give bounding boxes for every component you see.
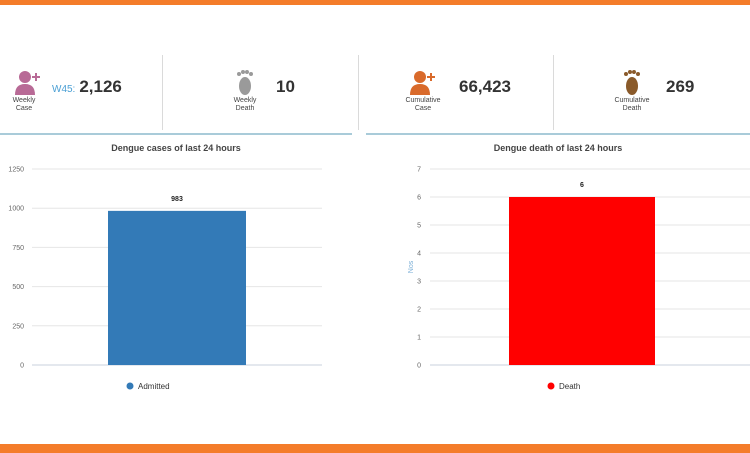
bar xyxy=(509,197,655,365)
stat-weekly-death: Weekly Death 10 xyxy=(163,55,358,130)
bottom-accent-bar xyxy=(0,444,750,453)
stat-weekly-case: Weekly Case W45: 2,126 xyxy=(0,55,162,130)
chart-title-deaths: Dengue death of last 24 hours xyxy=(493,143,623,153)
y-tick-label: 3 xyxy=(417,279,421,286)
stat-label: Cumulative Case xyxy=(405,97,441,112)
y-tick-label: 1000 xyxy=(8,206,24,213)
legend-label: Death xyxy=(559,382,580,391)
y-tick-label: 6 xyxy=(417,195,421,202)
y-tick-label: 750 xyxy=(12,245,24,252)
stat-label: Cumulative Death xyxy=(614,97,650,112)
data-label: 983 xyxy=(171,196,183,203)
stat-cumulative-death: Cumulative Death 269 xyxy=(554,55,750,130)
week-prefix: W45: xyxy=(52,84,76,95)
bar xyxy=(108,210,246,365)
y-tick-label: 1250 xyxy=(8,167,24,174)
y-axis-title: Nos xyxy=(408,260,415,273)
person-add-icon xyxy=(15,71,40,95)
top-accent-bar xyxy=(0,0,750,5)
chart-deaths: 0 1 2 3 4 5 6 7 Nos 6 Death xyxy=(408,167,750,391)
y-tick-label: 0 xyxy=(20,363,24,370)
legend-marker xyxy=(126,382,134,390)
legend-marker xyxy=(547,382,555,390)
y-tick-label: 7 xyxy=(417,167,421,174)
stat-value: 66,423 xyxy=(459,77,511,96)
y-tick-label: 4 xyxy=(417,251,421,258)
y-tick-label: 1 xyxy=(417,335,421,342)
data-label: 6 xyxy=(580,182,584,189)
stat-value: W45: 2,126 xyxy=(52,77,122,96)
divider xyxy=(162,55,163,130)
section-separator xyxy=(366,133,750,135)
y-tick-label: 500 xyxy=(12,284,24,291)
stat-value: 269 xyxy=(666,77,695,96)
legend-label: Admitted xyxy=(138,382,170,391)
y-tick-label: 0 xyxy=(417,363,421,370)
stat-value: 10 xyxy=(276,77,295,96)
section-separator xyxy=(0,133,352,135)
person-add-icon xyxy=(410,71,435,95)
divider xyxy=(358,55,359,130)
stat-label: Weekly Death xyxy=(233,97,257,112)
footprint-icon xyxy=(624,70,640,95)
y-tick-label: 250 xyxy=(12,323,24,330)
y-tick-label: 5 xyxy=(417,223,421,230)
y-tick-label: 2 xyxy=(417,307,421,314)
stat-label: Weekly Case xyxy=(12,97,36,112)
chart-title-cases: Dengue cases of last 24 hours xyxy=(111,143,241,153)
chart-cases: 0 250 500 750 1000 1250 983 Admitted xyxy=(8,167,322,391)
divider xyxy=(553,55,554,130)
stats-row: Weekly Case W45: 2,126 Weekly Death 10 Cumu… xyxy=(0,55,750,130)
footprint-icon xyxy=(237,70,253,95)
stat-cumulative-case: Cumulative Case 66,423 xyxy=(359,55,553,130)
